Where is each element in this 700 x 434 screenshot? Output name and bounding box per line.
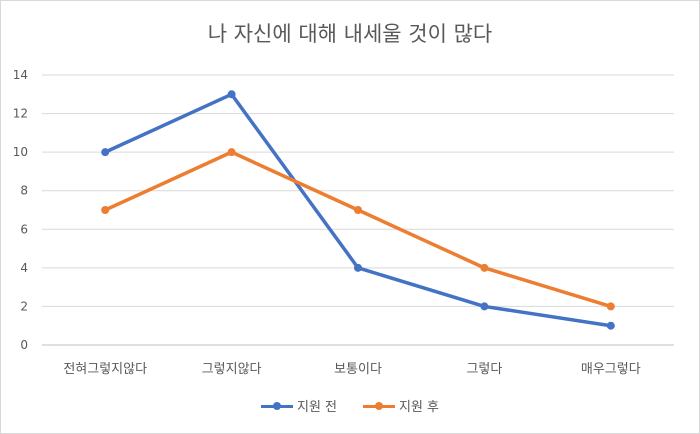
data-point bbox=[354, 206, 362, 214]
x-category-label: 보통이다 bbox=[334, 362, 382, 377]
x-category-label: 그렇다 bbox=[466, 362, 502, 377]
y-tick-label: 8 bbox=[20, 184, 28, 198]
legend-item-before: 지원 전 bbox=[260, 396, 337, 415]
legend-label-before: 지원 전 bbox=[296, 400, 337, 415]
y-tick-label: 2 bbox=[20, 299, 28, 313]
x-category-label: 전혀그렇지않다 bbox=[63, 362, 147, 377]
chart-title: 나 자신에 대해 내세울 것이 많다 bbox=[207, 22, 493, 46]
data-point bbox=[606, 321, 615, 330]
y-tick-label: 0 bbox=[20, 338, 28, 352]
legend-swatch-before bbox=[260, 399, 293, 413]
y-tick-label: 6 bbox=[20, 222, 28, 236]
y-tick-label: 14 bbox=[13, 68, 28, 82]
y-tick-label: 10 bbox=[13, 145, 28, 159]
legend-label-after: 지원 후 bbox=[399, 400, 440, 415]
data-point bbox=[354, 263, 362, 272]
data-point bbox=[101, 206, 110, 214]
data-point bbox=[606, 302, 615, 311]
data-point bbox=[227, 90, 236, 99]
y-tick-label: 4 bbox=[20, 261, 28, 275]
data-point bbox=[227, 148, 236, 157]
legend-item-after: 지원 후 bbox=[363, 396, 439, 415]
legend-swatch-after bbox=[363, 399, 395, 413]
data-point bbox=[101, 148, 110, 157]
x-category-label: 그렇지않다 bbox=[202, 362, 262, 377]
y-tick-label: 12 bbox=[13, 107, 28, 121]
x-category-label: 매우그렇다 bbox=[581, 362, 641, 377]
data-point bbox=[480, 302, 489, 311]
data-point bbox=[480, 263, 489, 272]
legend: 지원 전 지원 후 bbox=[0, 396, 700, 415]
